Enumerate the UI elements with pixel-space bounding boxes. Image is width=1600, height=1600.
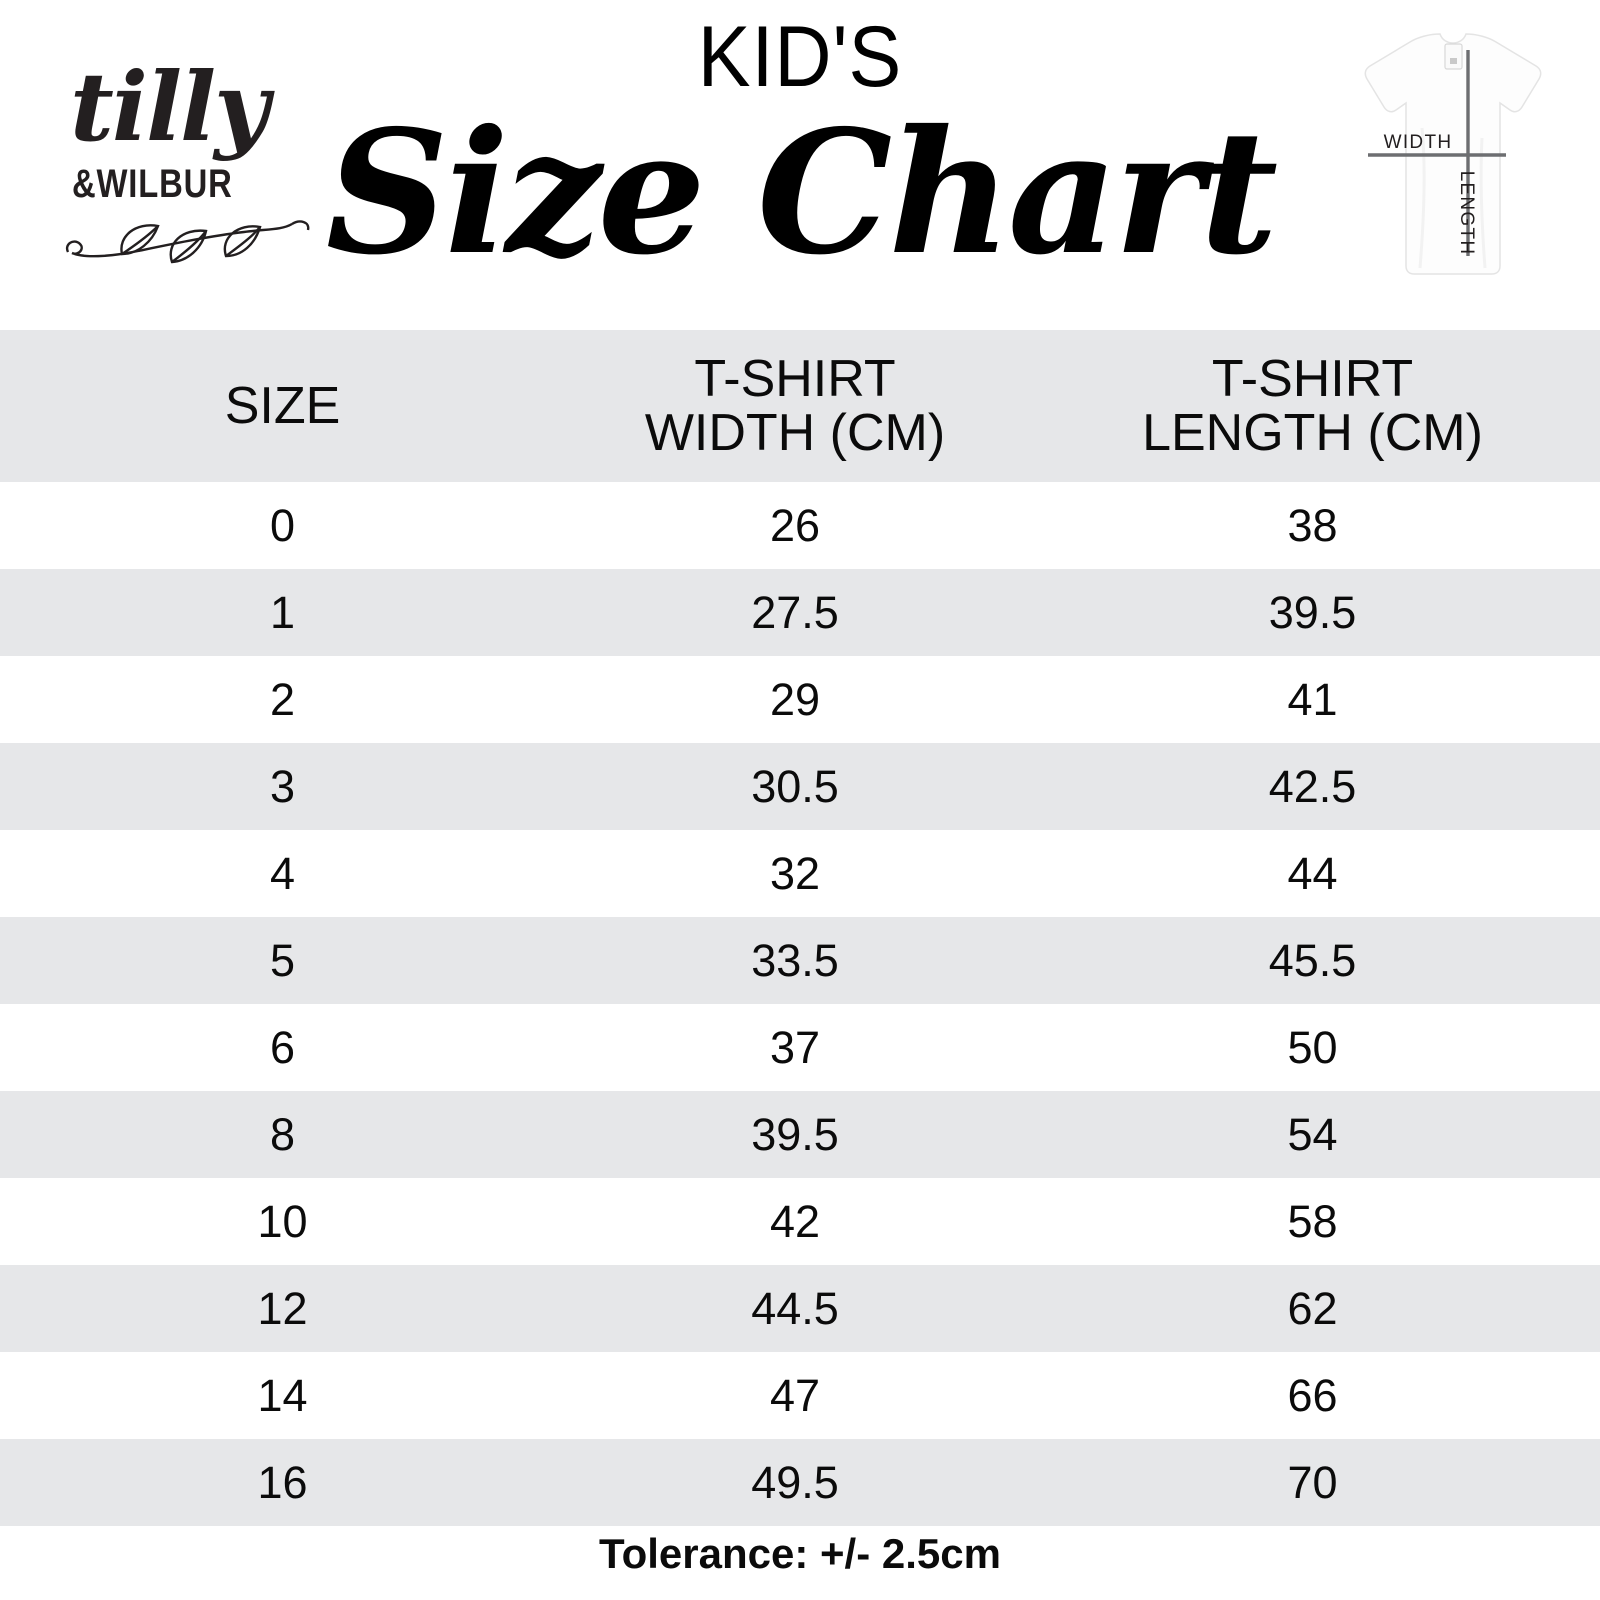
table-row: 3 30.5 42.5 <box>0 743 1600 830</box>
length-cell: 70 <box>1287 1456 1338 1508</box>
column-header-tshirt-length-line2: LENGTH (CM) <box>1142 404 1483 462</box>
table-header-row: SIZE T-SHIRT WIDTH (CM) T-SHIRT LENGTH (… <box>0 330 1600 482</box>
size-cell: 0 <box>269 499 296 551</box>
length-cell: 44 <box>1287 847 1338 899</box>
brand-logo: tilly &WILBUR <box>60 60 330 275</box>
width-cell: 42 <box>769 1195 821 1247</box>
column-header-size: SIZE <box>224 376 341 435</box>
width-cell: 33.5 <box>751 934 839 986</box>
table-row: 12 44.5 62 <box>0 1265 1600 1352</box>
table-row: 10 42 58 <box>0 1178 1600 1265</box>
length-cell: 58 <box>1287 1195 1338 1247</box>
width-cell: 39.5 <box>751 1108 839 1160</box>
size-cell: 14 <box>257 1369 308 1421</box>
table-row: 16 49.5 70 <box>0 1439 1600 1526</box>
size-cell: 4 <box>269 847 296 899</box>
size-cell: 3 <box>269 760 296 812</box>
width-cell: 32 <box>769 847 821 899</box>
size-cell: 8 <box>269 1108 296 1160</box>
leaf-branch-icon <box>60 200 330 272</box>
width-cell: 49.5 <box>751 1456 839 1508</box>
table-row: 1 27.5 39.5 <box>0 569 1600 656</box>
table-row: 4 32 44 <box>0 830 1600 917</box>
table-row: 0 26 38 <box>0 482 1600 569</box>
brand-logo-script-text: tilly <box>70 52 269 163</box>
width-cell: 47 <box>769 1369 821 1421</box>
column-header-tshirt-width-line1: T-SHIRT <box>694 349 896 408</box>
column-header-tshirt-width: T-SHIRT WIDTH (CM) <box>565 352 1025 460</box>
size-cell: 10 <box>257 1195 308 1247</box>
width-cell: 26 <box>769 499 821 551</box>
svg-text:WIDTH: WIDTH <box>1384 132 1453 153</box>
length-cell: 39.5 <box>1268 586 1357 638</box>
size-cell: 1 <box>269 586 296 638</box>
tshirt-diagram: WIDTH LENGTH <box>1322 28 1584 290</box>
table-body: 0 26 38 1 27.5 39.5 2 29 41 3 30.5 42.5 4 32 44 5 33.5 45… <box>0 482 1600 1526</box>
size-cell: 2 <box>269 673 296 725</box>
page-title-kicker: KID'S <box>697 9 903 105</box>
column-header-tshirt-length: T-SHIRT LENGTH (CM) <box>1025 352 1600 460</box>
size-cell: 6 <box>269 1021 296 1073</box>
column-header-tshirt-length-line1: T-SHIRT <box>1211 349 1414 408</box>
page-title: Size Chart <box>325 93 1278 293</box>
width-cell: 37 <box>769 1021 821 1073</box>
table-row: 8 39.5 54 <box>0 1091 1600 1178</box>
width-cell: 30.5 <box>751 760 839 812</box>
width-cell: 27.5 <box>751 586 839 638</box>
length-cell: 50 <box>1287 1021 1338 1073</box>
size-cell: 5 <box>269 934 296 986</box>
brand-logo-sub-text: &WILBUR <box>72 162 233 206</box>
column-header-tshirt-width-line2: WIDTH (CM) <box>644 404 946 462</box>
length-cell: 62 <box>1287 1282 1338 1334</box>
table-row: 5 33.5 45.5 <box>0 917 1600 1004</box>
length-cell: 66 <box>1287 1369 1338 1421</box>
page-header: tilly &WILBUR KID'S Size Chart <box>0 0 1600 330</box>
width-cell: 44.5 <box>751 1282 839 1334</box>
table-row: 6 37 50 <box>0 1004 1600 1091</box>
length-cell: 54 <box>1287 1108 1338 1160</box>
size-cell: 16 <box>257 1456 308 1508</box>
length-cell: 41 <box>1287 673 1338 725</box>
svg-text:LENGTH: LENGTH <box>1456 171 1477 256</box>
length-cell: 45.5 <box>1268 934 1357 986</box>
length-cell: 42.5 <box>1268 760 1357 812</box>
size-cell: 12 <box>257 1282 308 1334</box>
table-row: 2 29 41 <box>0 656 1600 743</box>
table-row: 14 47 66 <box>0 1352 1600 1439</box>
size-chart-table: SIZE T-SHIRT WIDTH (CM) T-SHIRT LENGTH (… <box>0 330 1600 1526</box>
length-cell: 38 <box>1287 499 1338 551</box>
tolerance-note: Tolerance: +/- 2.5cm <box>599 1530 1001 1577</box>
width-cell: 29 <box>769 673 821 725</box>
